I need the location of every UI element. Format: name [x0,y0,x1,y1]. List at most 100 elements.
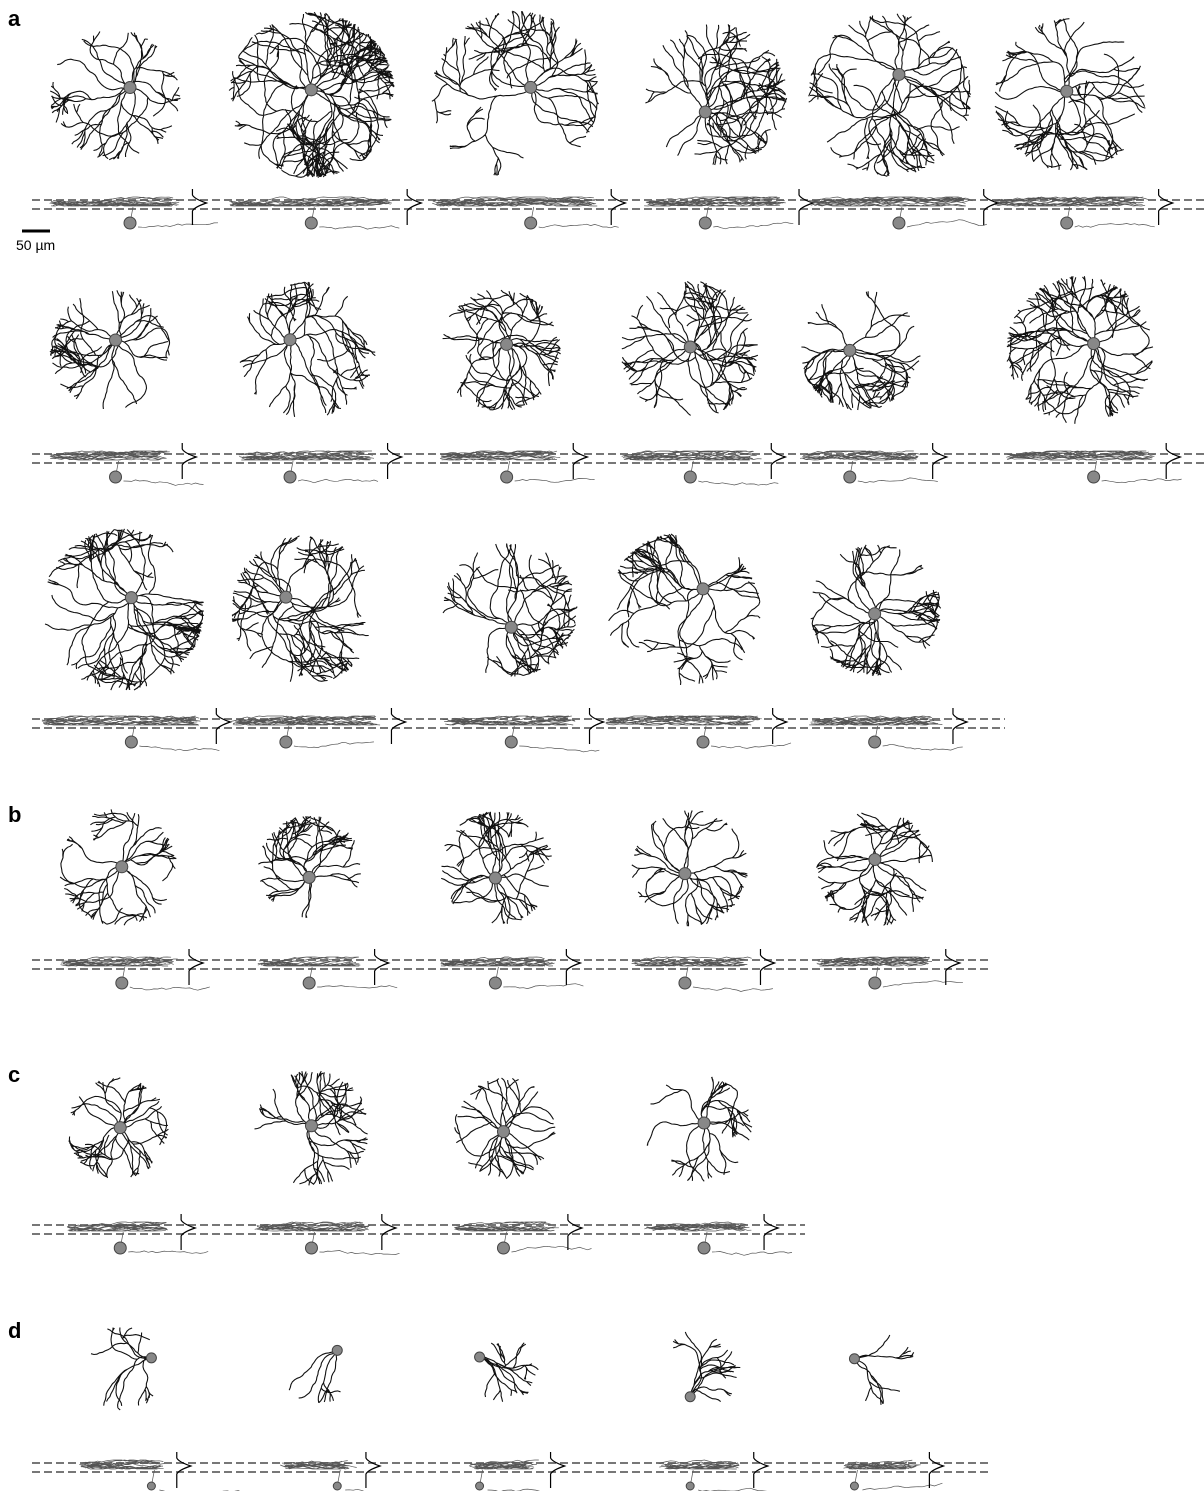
profile [386,443,404,479]
dendrite [431,10,600,176]
profile [188,949,205,985]
dendrite [808,13,972,177]
side-view [257,956,398,989]
dendrite [441,811,552,924]
soma-side [304,1241,318,1255]
profile [588,708,606,744]
profile [567,1214,584,1250]
dendrite [68,1077,169,1179]
soma-side [123,216,137,230]
side-view [808,196,988,228]
soma-side [146,1481,156,1491]
dendrite [621,281,759,416]
profile [1158,189,1175,225]
soma-side [892,216,906,230]
soma-side [868,735,882,749]
side-view [454,1221,592,1253]
panel-label: b [8,802,21,827]
profile [772,708,789,744]
soma [697,1116,711,1130]
side-view [1006,450,1182,483]
dendrite [49,31,181,161]
soma [145,1352,157,1364]
soma [304,1119,318,1133]
dendrite [44,528,205,691]
soma-side [849,1481,859,1491]
profile [753,1452,770,1488]
side-view [621,450,779,486]
dendrite [994,18,1146,171]
soma [683,340,697,354]
side-view [816,956,963,988]
profile [932,443,949,479]
soma [504,620,518,634]
soma [1060,84,1074,98]
dendrite [645,24,788,166]
soma [488,871,502,885]
side-view [439,450,595,483]
soma-side [696,735,710,749]
side-view [644,196,794,230]
side-view [440,956,584,989]
dendrite [239,281,376,417]
soma [124,591,138,605]
soma [843,343,857,357]
soma-side [475,1481,485,1491]
profile [181,443,199,479]
side-view [631,956,773,992]
side-view [229,196,400,230]
soma-side [283,470,297,484]
soma-side [302,976,316,990]
side-view [79,1459,240,1491]
cells [32,10,1204,1491]
side-view [469,1459,541,1491]
soma [524,80,538,94]
profile [549,1452,567,1488]
side-view [41,715,220,752]
soma-side [488,976,502,990]
soma-side [1060,216,1074,230]
soma [848,1353,860,1365]
panel-label: d [8,1318,21,1343]
dendrite [608,533,761,685]
dendrite [288,1349,341,1404]
profile [928,1452,946,1488]
side-view [238,450,379,484]
side-view [231,715,381,749]
soma-side [1087,470,1101,484]
soma-side [685,1481,695,1491]
side-view [280,1460,365,1491]
soma [500,337,514,351]
soma-side [698,216,712,230]
dendrite [49,290,171,410]
soma [109,333,123,347]
soma [113,1121,127,1135]
soma-side [304,216,318,230]
profile [945,949,962,985]
dendrite [442,543,578,677]
side-view [60,956,210,991]
side-view [49,196,219,228]
soma [115,860,129,874]
soma [304,83,318,97]
soma [496,1125,510,1139]
soma-side [843,470,857,484]
dendrite [631,810,748,927]
soma-side [109,470,123,484]
soma-side [524,216,538,230]
dendrite [672,1331,741,1403]
profile [1165,443,1183,479]
soma [678,867,692,881]
profile [610,189,628,225]
profile [374,949,391,985]
dendrite [816,812,933,927]
soma [283,333,297,347]
profile [770,443,788,479]
soma-side [115,976,129,990]
side-view [843,1459,943,1491]
side-view [994,196,1155,228]
side-view [442,715,600,753]
dendrite [231,535,369,682]
profile [176,1452,193,1488]
soma [1087,337,1101,351]
